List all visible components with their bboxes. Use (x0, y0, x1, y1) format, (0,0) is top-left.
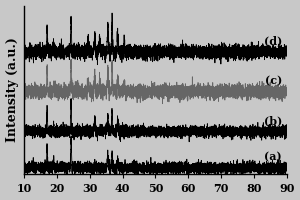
Text: (d): (d) (264, 36, 282, 47)
Text: (a): (a) (264, 151, 282, 162)
Text: (b): (b) (264, 115, 282, 126)
Y-axis label: Intensity (a.u.): Intensity (a.u.) (6, 38, 19, 142)
Text: (c): (c) (265, 75, 282, 86)
